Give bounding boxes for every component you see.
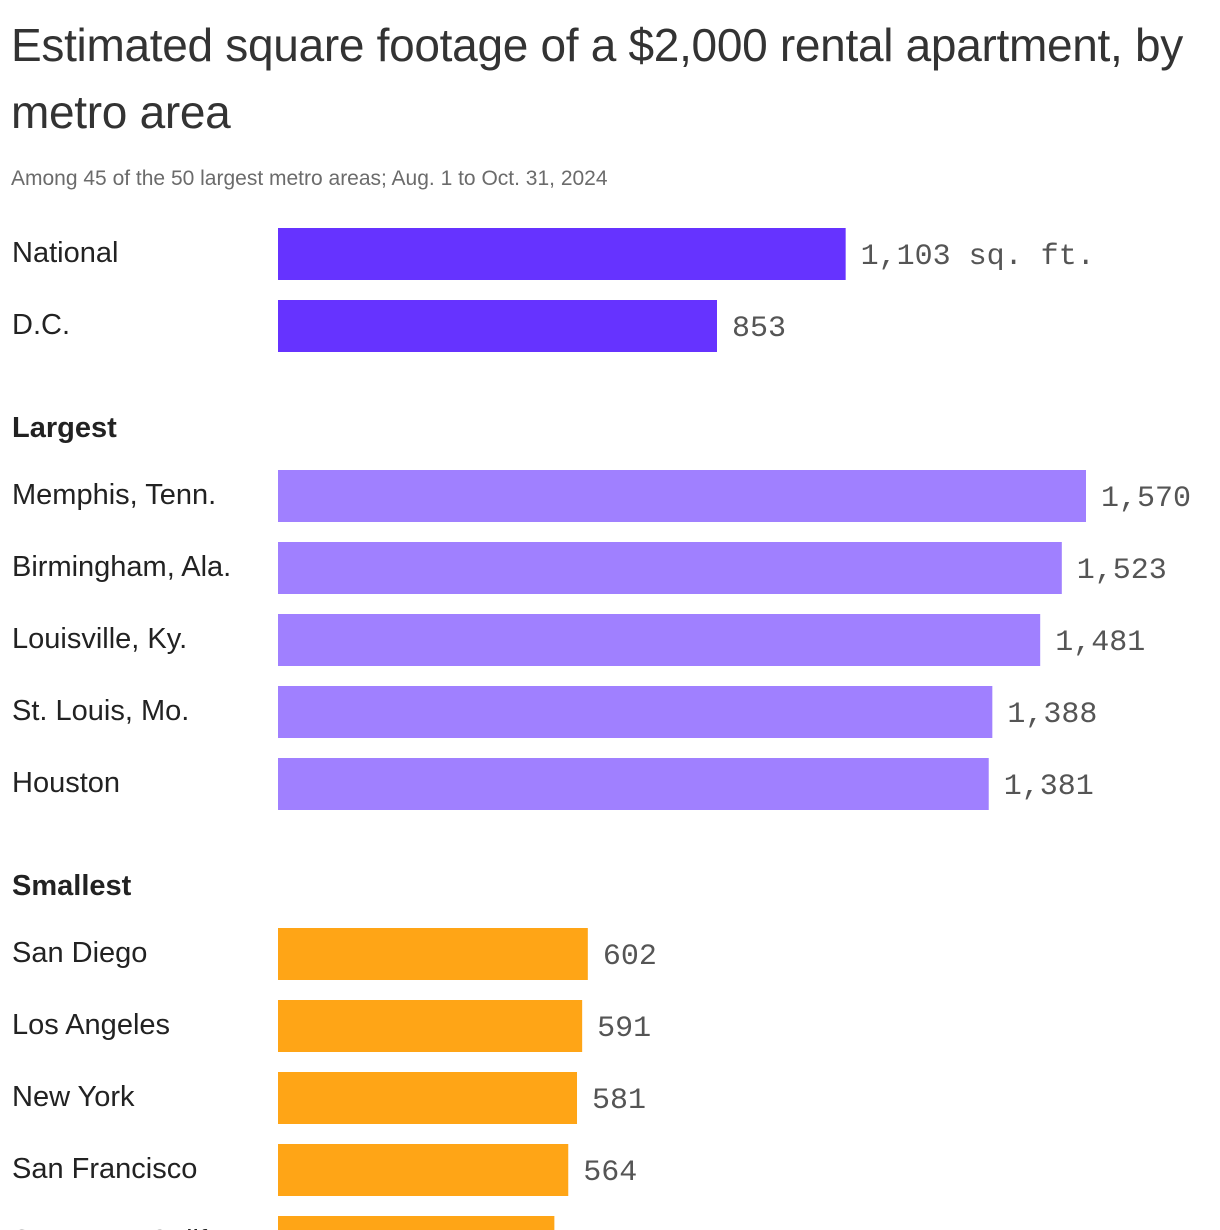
- category-label-san-diego: San Diego: [12, 937, 147, 969]
- chart-title: Estimated square footage of a $2,000 ren…: [11, 19, 1183, 138]
- value-label-memphis-tenn: 1,570: [1101, 482, 1191, 516]
- group-heading-smallest: Smallest: [12, 870, 132, 902]
- value-label-birmingham-ala: 1,523: [1077, 554, 1167, 588]
- value-label-san-jose-calif: 537: [569, 1228, 623, 1230]
- value-label-los-angeles: 591: [597, 1012, 651, 1046]
- value-label-st-louis-mo: 1,388: [1007, 698, 1097, 732]
- value-label-louisville-ky: 1,481: [1055, 626, 1145, 660]
- group-heading-largest: Largest: [12, 412, 117, 444]
- bar-memphis-tenn: [278, 470, 1086, 522]
- bar-san-jose-calif: [278, 1216, 555, 1230]
- category-label-new-york: New York: [12, 1081, 135, 1113]
- category-label-houston: Houston: [12, 767, 120, 799]
- category-label-memphis-tenn: Memphis, Tenn.: [12, 479, 216, 511]
- bar-birmingham-ala: [278, 542, 1062, 594]
- category-label-d-c: D.C.: [12, 309, 70, 341]
- value-label-san-diego: 602: [603, 940, 657, 974]
- bar-san-francisco: [278, 1144, 569, 1196]
- category-label-los-angeles: Los Angeles: [12, 1009, 170, 1041]
- value-label-national: 1,103 sq. ft.: [861, 240, 1095, 274]
- bar-houston: [278, 758, 989, 810]
- bar-d-c: [278, 300, 717, 352]
- bar-new-york: [278, 1072, 578, 1124]
- category-label-national: National: [12, 237, 118, 269]
- bar-st-louis-mo: [278, 686, 993, 738]
- chart-subtitle: Among 45 of the 50 largest metro areas; …: [11, 167, 608, 190]
- bar-national: [278, 228, 846, 280]
- category-label-louisville-ky: Louisville, Ky.: [12, 623, 187, 655]
- bar-los-angeles: [278, 1000, 583, 1052]
- category-label-birmingham-ala: Birmingham, Ala.: [12, 551, 231, 583]
- category-label-san-francisco: San Francisco: [12, 1153, 197, 1185]
- value-label-new-york: 581: [592, 1084, 646, 1118]
- bar-san-diego: [278, 928, 588, 980]
- category-label-st-louis-mo: St. Louis, Mo.: [12, 695, 189, 727]
- category-label-san-jose-calif: San Jose, Calif.: [12, 1225, 215, 1230]
- bar-louisville-ky: [278, 614, 1041, 666]
- value-label-san-francisco: 564: [583, 1156, 637, 1190]
- value-label-houston: 1,381: [1004, 770, 1094, 804]
- value-label-d-c: 853: [732, 312, 786, 346]
